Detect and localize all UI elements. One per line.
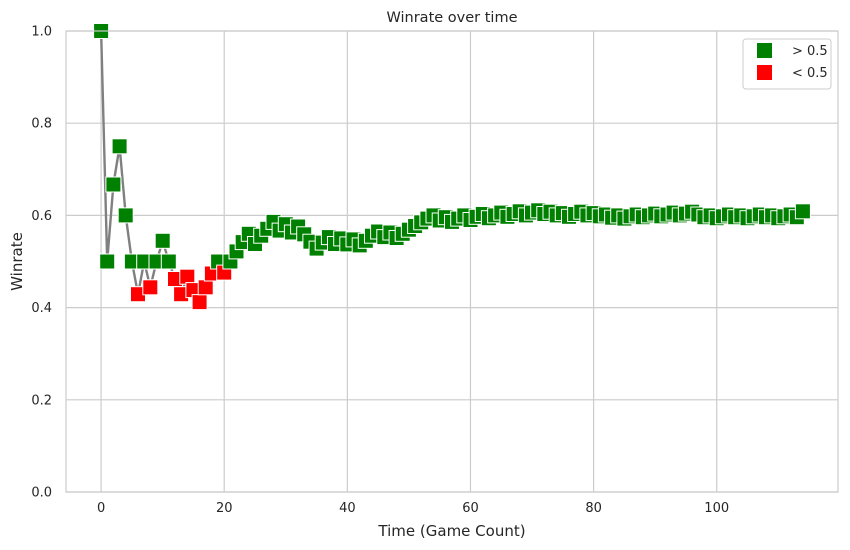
- marker-above-threshold: [154, 232, 171, 249]
- marker-above-threshold: [117, 207, 134, 224]
- x-tick-label: 40: [339, 501, 356, 516]
- axes: [65, 30, 839, 493]
- marker-above-threshold: [105, 176, 122, 193]
- x-tick-label: 60: [462, 501, 479, 516]
- legend: > 0.5 < 0.5: [742, 38, 832, 90]
- legend-label-above: > 0.5: [792, 44, 828, 59]
- y-tick-label: 1.0: [31, 25, 52, 40]
- y-axis-title: Winrate: [8, 232, 26, 291]
- winrate-markers: [93, 23, 811, 311]
- marker-below-threshold: [179, 268, 196, 285]
- y-tick-label: 0.8: [31, 117, 52, 132]
- x-tick-label: 80: [585, 501, 602, 516]
- y-tick-label: 0.2: [31, 393, 52, 408]
- marker-above-threshold: [794, 203, 811, 220]
- marker-above-threshold: [111, 138, 128, 155]
- legend-swatch-above: [757, 43, 772, 58]
- x-tick-label: 0: [97, 501, 105, 516]
- marker-above-threshold: [160, 253, 177, 270]
- plot-area: [66, 31, 838, 492]
- y-tick-label: 0.4: [31, 301, 52, 316]
- marker-above-threshold: [99, 253, 116, 270]
- x-axis-title: Time (Game Count): [377, 522, 525, 540]
- legend-label-below: < 0.5: [792, 66, 828, 81]
- x-tick-label: 100: [704, 501, 729, 516]
- legend-swatch-below: [757, 65, 772, 80]
- tick-labels: 0 20 40 60 80 100 0.0 0.2 0.4 0.6 0.8 1.0: [31, 25, 729, 517]
- marker-below-threshold: [197, 279, 214, 296]
- y-tick-label: 0.0: [31, 486, 52, 501]
- marker-below-threshold: [191, 294, 208, 311]
- chart-title: Winrate over time: [386, 10, 517, 26]
- plot-frame: [65, 30, 839, 493]
- marker-below-threshold: [142, 279, 159, 296]
- y-tick-label: 0.6: [31, 209, 52, 224]
- x-tick-label: 20: [216, 501, 233, 516]
